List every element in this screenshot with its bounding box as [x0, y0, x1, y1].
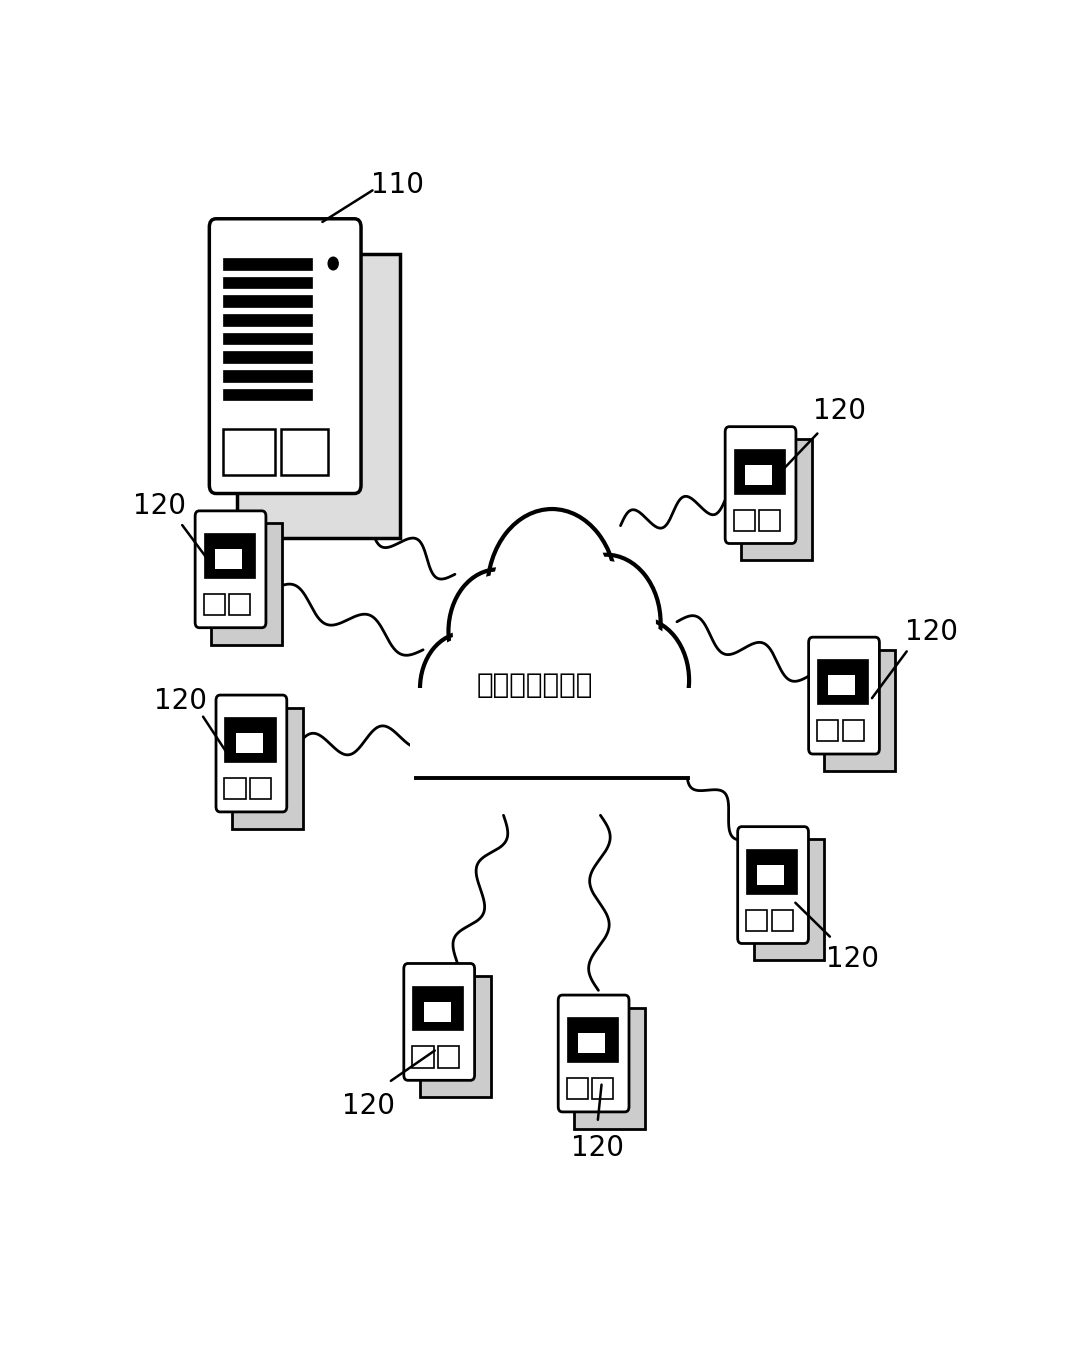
- FancyBboxPatch shape: [733, 510, 755, 530]
- FancyBboxPatch shape: [771, 909, 793, 931]
- Text: 120: 120: [154, 686, 207, 715]
- FancyBboxPatch shape: [725, 427, 796, 544]
- FancyBboxPatch shape: [195, 511, 266, 627]
- FancyBboxPatch shape: [237, 253, 400, 537]
- FancyBboxPatch shape: [236, 733, 263, 753]
- Text: 110: 110: [372, 171, 424, 200]
- FancyBboxPatch shape: [578, 1033, 605, 1054]
- FancyBboxPatch shape: [754, 839, 825, 961]
- FancyBboxPatch shape: [223, 388, 312, 401]
- FancyBboxPatch shape: [209, 219, 361, 493]
- Text: 120: 120: [134, 492, 186, 519]
- FancyBboxPatch shape: [223, 429, 275, 474]
- Circle shape: [453, 576, 542, 688]
- FancyBboxPatch shape: [592, 1079, 614, 1099]
- FancyBboxPatch shape: [809, 637, 880, 755]
- FancyBboxPatch shape: [412, 986, 463, 1031]
- FancyBboxPatch shape: [746, 849, 797, 894]
- Text: 120: 120: [341, 1092, 395, 1120]
- FancyBboxPatch shape: [828, 675, 855, 696]
- Circle shape: [530, 621, 646, 767]
- FancyBboxPatch shape: [223, 332, 312, 344]
- FancyBboxPatch shape: [574, 1007, 645, 1129]
- Text: 120: 120: [906, 618, 959, 647]
- FancyBboxPatch shape: [204, 533, 254, 578]
- FancyBboxPatch shape: [250, 778, 271, 800]
- FancyBboxPatch shape: [842, 720, 864, 741]
- FancyBboxPatch shape: [817, 720, 838, 741]
- Circle shape: [448, 570, 547, 693]
- FancyBboxPatch shape: [738, 827, 809, 943]
- Circle shape: [591, 618, 689, 742]
- FancyBboxPatch shape: [412, 1046, 434, 1068]
- FancyBboxPatch shape: [215, 550, 242, 569]
- FancyBboxPatch shape: [757, 865, 784, 884]
- FancyBboxPatch shape: [745, 465, 772, 485]
- Circle shape: [487, 509, 617, 673]
- Circle shape: [493, 517, 611, 664]
- Circle shape: [596, 625, 684, 737]
- FancyBboxPatch shape: [223, 370, 312, 381]
- FancyBboxPatch shape: [567, 1079, 588, 1099]
- FancyBboxPatch shape: [216, 694, 286, 812]
- FancyBboxPatch shape: [223, 351, 312, 364]
- Circle shape: [424, 638, 504, 738]
- Text: 120: 120: [813, 398, 866, 425]
- Circle shape: [458, 621, 574, 767]
- FancyBboxPatch shape: [404, 964, 475, 1080]
- FancyBboxPatch shape: [224, 718, 276, 761]
- FancyBboxPatch shape: [223, 295, 312, 308]
- FancyBboxPatch shape: [423, 1002, 450, 1021]
- Circle shape: [451, 612, 581, 775]
- FancyBboxPatch shape: [211, 524, 282, 645]
- FancyBboxPatch shape: [223, 276, 312, 288]
- Circle shape: [553, 555, 660, 692]
- FancyBboxPatch shape: [817, 659, 868, 704]
- FancyBboxPatch shape: [224, 778, 246, 800]
- Circle shape: [420, 633, 508, 744]
- FancyBboxPatch shape: [759, 510, 781, 530]
- FancyBboxPatch shape: [223, 314, 312, 325]
- FancyBboxPatch shape: [746, 909, 768, 931]
- FancyBboxPatch shape: [281, 429, 328, 474]
- FancyBboxPatch shape: [437, 1046, 459, 1068]
- FancyBboxPatch shape: [741, 439, 812, 560]
- Circle shape: [523, 612, 653, 775]
- Text: 有线或无线网络: 有线或无线网络: [477, 671, 593, 699]
- Text: 120: 120: [826, 945, 879, 973]
- FancyBboxPatch shape: [825, 649, 895, 771]
- FancyBboxPatch shape: [232, 708, 303, 828]
- FancyBboxPatch shape: [558, 995, 629, 1111]
- FancyBboxPatch shape: [229, 593, 250, 615]
- Circle shape: [328, 257, 338, 269]
- FancyBboxPatch shape: [420, 976, 491, 1098]
- FancyBboxPatch shape: [204, 593, 225, 615]
- Circle shape: [558, 562, 655, 685]
- Bar: [409, 689, 695, 778]
- FancyBboxPatch shape: [567, 1017, 618, 1062]
- FancyBboxPatch shape: [733, 448, 785, 493]
- Text: 120: 120: [572, 1135, 625, 1162]
- FancyBboxPatch shape: [223, 258, 312, 269]
